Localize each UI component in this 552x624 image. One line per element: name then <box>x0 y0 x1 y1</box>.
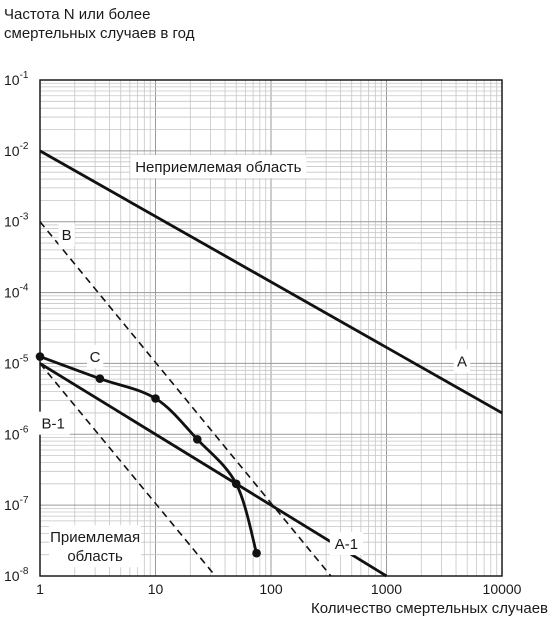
series-c-point <box>192 434 202 444</box>
series-b-line <box>39 221 332 577</box>
annotation-background <box>329 532 364 556</box>
annotation-background <box>36 411 70 435</box>
annotation-label: B <box>62 227 72 244</box>
series-b-1-line <box>39 362 217 577</box>
series-c-point <box>95 374 105 383</box>
annotation-label: Приемлемая <box>50 529 140 546</box>
x-tick-label: 100 <box>259 581 283 597</box>
series-c-point <box>151 394 160 403</box>
annotation-2: B <box>58 223 75 247</box>
y-tick-label: 10-4 <box>4 283 29 301</box>
y-tick-label: 10-7 <box>4 495 29 513</box>
annotation-1: A <box>453 349 471 373</box>
annotation-label: область <box>67 548 123 565</box>
annotation-label: B-1 <box>41 416 64 433</box>
y-tick-label: 10-3 <box>4 212 29 230</box>
y-axis-label-line-2: смертельных случаев в год <box>4 25 195 42</box>
annotation-label: A-1 <box>335 536 358 553</box>
tick-labels: 1 10 100 1000 10000 10-1 10-2 10-3 10-4 10-5 10-6 1… <box>4 70 522 597</box>
annotation-background <box>86 344 104 368</box>
annotation-0: Неприемлемая область <box>130 155 307 179</box>
series-c-point <box>35 352 45 361</box>
annotation-background <box>58 223 75 247</box>
annotation-5: A-1 <box>329 532 364 556</box>
series-c-point <box>231 479 241 489</box>
y-axis-label-line-1: Частота N или более <box>4 6 150 23</box>
series-c-line <box>39 355 258 554</box>
y-tick-label: 10-5 <box>4 353 29 371</box>
annotations-group: Неприемлемая область A B C B-1 A-1 Приемлемая о… <box>36 155 471 568</box>
annotation-label: Неприемлемая область <box>135 159 301 176</box>
annotation-background <box>130 155 307 179</box>
annotation-background <box>453 349 471 373</box>
annotation-6: Приемлемая область <box>49 525 142 568</box>
y-tick-label: 10-8 <box>4 566 29 584</box>
y-tick-label: 10-1 <box>4 70 29 88</box>
series-a-1-line <box>39 362 388 578</box>
series-c-point <box>252 548 261 558</box>
plot-frame <box>39 79 503 577</box>
grid <box>39 80 502 577</box>
x-tick-label: 1000 <box>371 581 402 597</box>
annotation-label: A <box>457 354 467 371</box>
series-group <box>35 149 503 578</box>
x-tick-label: 1 <box>36 581 44 597</box>
annotation-label: C <box>90 349 101 366</box>
y-tick-label: 10-6 <box>4 424 29 442</box>
annotation-4: B-1 <box>36 411 70 435</box>
x-tick-label: 10 <box>148 581 164 597</box>
annotation-3: C <box>86 344 104 368</box>
y-tick-label: 10-2 <box>4 141 29 159</box>
x-axis-label: Количество смертельных случаев <box>311 600 548 617</box>
series-a-line <box>39 149 503 415</box>
annotation-background <box>49 525 142 568</box>
x-tick-label: 10000 <box>483 581 522 597</box>
